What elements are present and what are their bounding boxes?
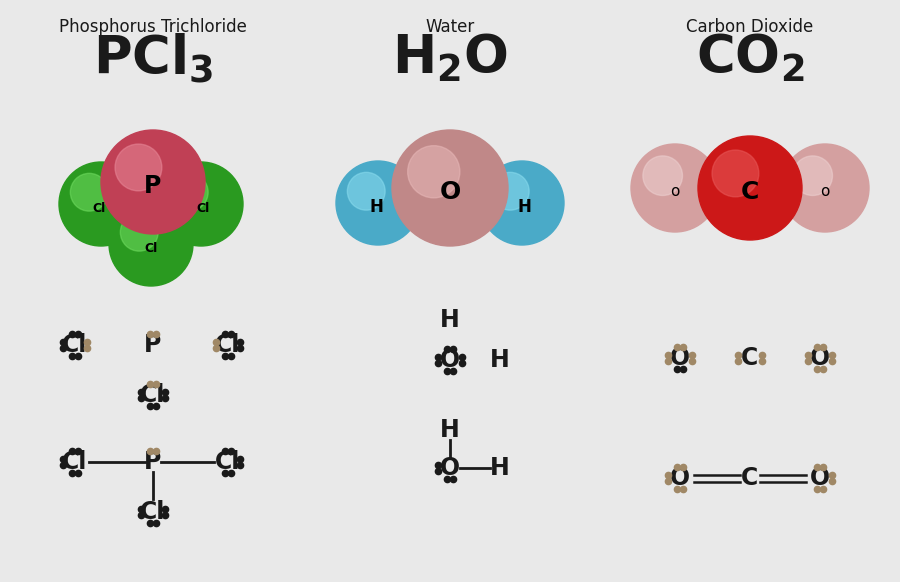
- Circle shape: [70, 173, 108, 211]
- Text: Cl: Cl: [196, 201, 210, 215]
- Text: Cl: Cl: [215, 450, 240, 474]
- Text: Cl: Cl: [215, 333, 240, 357]
- Circle shape: [643, 156, 682, 196]
- Text: $\mathbf{PCl_3}$: $\mathbf{PCl_3}$: [93, 32, 213, 86]
- Text: o: o: [670, 184, 680, 200]
- Circle shape: [793, 156, 832, 196]
- Text: H: H: [491, 456, 510, 480]
- Circle shape: [408, 146, 460, 198]
- Text: H: H: [440, 418, 460, 442]
- Text: H: H: [518, 198, 531, 216]
- Text: O: O: [440, 348, 460, 372]
- Circle shape: [631, 144, 719, 232]
- Circle shape: [698, 136, 802, 240]
- Circle shape: [781, 144, 869, 232]
- Circle shape: [392, 130, 508, 246]
- Text: Cl: Cl: [62, 333, 87, 357]
- Text: P: P: [144, 450, 162, 474]
- Text: Cl: Cl: [144, 242, 158, 254]
- Text: O: O: [810, 466, 830, 490]
- Circle shape: [159, 162, 243, 246]
- Circle shape: [480, 161, 564, 245]
- Text: O: O: [670, 466, 690, 490]
- Text: Cl: Cl: [62, 450, 87, 474]
- Text: C: C: [742, 346, 759, 370]
- Circle shape: [115, 144, 162, 191]
- Text: Phosphorus Trichloride: Phosphorus Trichloride: [59, 18, 247, 36]
- Text: Carbon Dioxide: Carbon Dioxide: [687, 18, 814, 36]
- Text: Water: Water: [426, 18, 474, 36]
- Circle shape: [121, 214, 158, 251]
- Text: C: C: [742, 466, 759, 490]
- Text: H: H: [369, 198, 382, 216]
- Circle shape: [336, 161, 420, 245]
- Text: O: O: [440, 456, 460, 480]
- Text: $\mathbf{H_2O}$: $\mathbf{H_2O}$: [392, 32, 508, 85]
- Text: H: H: [440, 308, 460, 332]
- Text: Cl: Cl: [140, 500, 166, 524]
- Text: O: O: [810, 346, 830, 370]
- Circle shape: [712, 150, 759, 197]
- Text: O: O: [439, 180, 461, 204]
- Circle shape: [101, 130, 205, 234]
- Text: $\mathbf{CO_2}$: $\mathbf{CO_2}$: [696, 32, 805, 85]
- Text: o: o: [820, 184, 830, 200]
- Text: Cl: Cl: [93, 201, 105, 215]
- Circle shape: [491, 172, 529, 210]
- Text: C: C: [741, 180, 760, 204]
- Text: Cl: Cl: [140, 383, 166, 407]
- Text: O: O: [670, 346, 690, 370]
- Circle shape: [347, 172, 385, 210]
- Text: H: H: [491, 348, 510, 372]
- Text: P: P: [144, 174, 162, 198]
- Text: P: P: [144, 333, 162, 357]
- Circle shape: [109, 202, 193, 286]
- Circle shape: [170, 173, 208, 211]
- Circle shape: [59, 162, 143, 246]
